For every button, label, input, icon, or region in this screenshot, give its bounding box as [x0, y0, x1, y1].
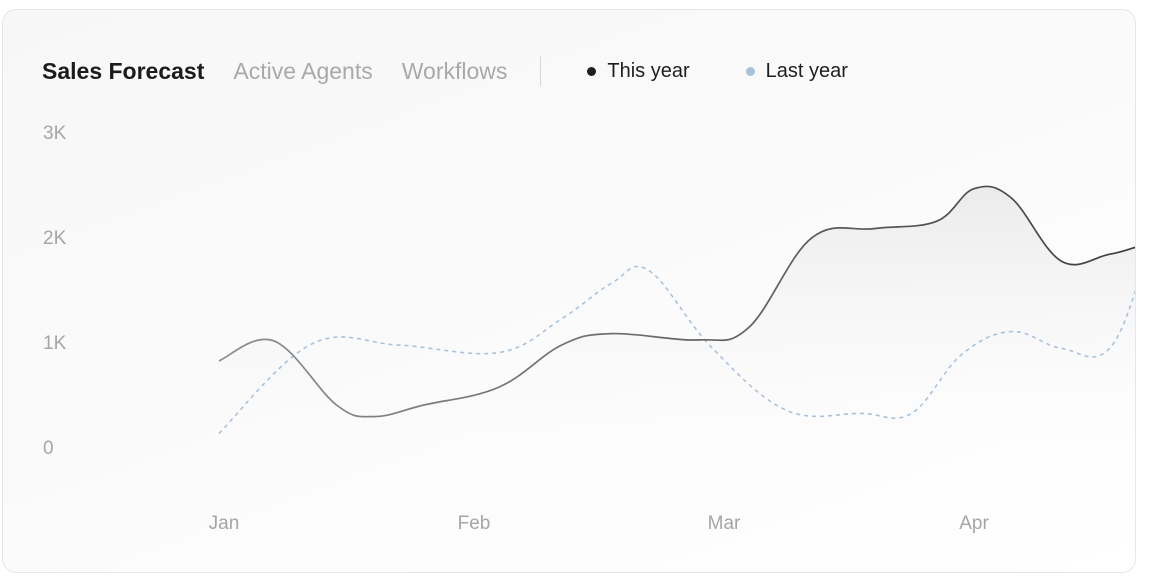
legend-dot-last-year	[745, 66, 755, 76]
y-tick-label: 2K	[43, 228, 67, 249]
y-axis: 0 1K 2K 3K	[43, 123, 67, 459]
y-tick-label: 3K	[43, 123, 67, 144]
header-divider	[540, 56, 542, 86]
tab-active-agents[interactable]: Active Agents	[233, 57, 373, 84]
legend-dot-this-year	[587, 66, 597, 76]
series-layer	[218, 185, 1135, 487]
series-line-this-year	[218, 185, 1135, 418]
legend-item-last-year[interactable]: Last year	[745, 59, 848, 83]
line-chart: 0 1K 2K 3K Jan Feb Mar Apr	[43, 123, 1135, 534]
x-axis: Jan Feb Mar Apr	[209, 513, 990, 534]
legend-label-this-year: This year	[607, 59, 690, 82]
chart-header: Sales Forecast Active Agents Workflows T…	[42, 54, 904, 88]
y-tick-label: 0	[43, 438, 54, 459]
tab-sales-forecast[interactable]: Sales Forecast	[42, 57, 205, 84]
legend-label-last-year: Last year	[765, 59, 848, 82]
tab-workflows[interactable]: Workflows	[401, 57, 508, 84]
series-line-last-year	[218, 265, 1135, 434]
chart-card: Sales Forecast Active Agents Workflows T…	[2, 9, 1136, 573]
x-tick-label: Mar	[708, 513, 741, 534]
x-tick-label: Jan	[209, 513, 240, 534]
x-tick-label: Apr	[959, 513, 989, 534]
y-tick-label: 1K	[43, 333, 67, 354]
series-area-this-year	[219, 186, 1135, 487]
x-tick-label: Feb	[458, 513, 491, 534]
legend-item-this-year[interactable]: This year	[587, 59, 690, 83]
